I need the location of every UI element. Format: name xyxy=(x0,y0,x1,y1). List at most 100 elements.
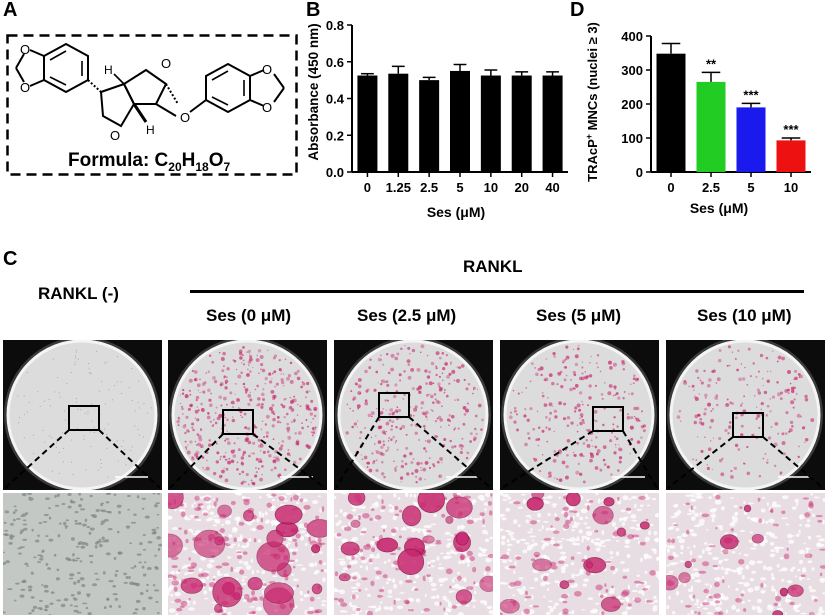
culture-dish xyxy=(168,340,327,490)
stain-spot xyxy=(517,392,520,395)
stain-spot xyxy=(460,364,465,368)
stain-spot xyxy=(292,538,297,542)
stain-spot xyxy=(200,402,203,406)
cell-spot xyxy=(143,436,145,438)
cell xyxy=(181,566,185,570)
cell xyxy=(527,531,533,534)
stain-spot xyxy=(438,356,442,360)
stain-spot xyxy=(375,370,379,374)
cell xyxy=(393,493,397,498)
stain-spot xyxy=(512,601,517,607)
stain-spot xyxy=(233,442,236,445)
cell xyxy=(234,516,241,521)
stain-spot xyxy=(452,605,457,609)
stain-spot xyxy=(766,370,769,373)
cell xyxy=(130,521,137,524)
cell xyxy=(73,605,79,608)
stain-spot xyxy=(223,375,226,378)
cell xyxy=(634,503,637,509)
osteoclast xyxy=(311,583,323,595)
stain-spot xyxy=(398,535,402,539)
cell xyxy=(542,496,548,499)
cell xyxy=(446,555,453,559)
cell-spot xyxy=(99,413,101,415)
stain-spot xyxy=(744,366,746,369)
cell xyxy=(439,563,442,566)
stain-spot xyxy=(703,412,707,416)
cell xyxy=(212,498,218,501)
stain-spot xyxy=(712,564,718,568)
stain-spot xyxy=(456,378,460,383)
cell xyxy=(807,560,813,564)
stain-spot xyxy=(568,510,574,513)
stain-spot xyxy=(619,408,623,412)
stain-spot xyxy=(800,574,806,578)
cell xyxy=(157,547,161,552)
cell xyxy=(518,577,524,580)
cell xyxy=(489,536,493,540)
stain-spot xyxy=(407,375,412,380)
stain-spot xyxy=(387,371,391,375)
stain-spot xyxy=(187,569,195,573)
cell xyxy=(670,516,678,518)
stain-spot xyxy=(621,589,630,596)
stain-spot xyxy=(407,346,411,350)
cell xyxy=(216,573,223,576)
stain-spot xyxy=(424,410,429,415)
stain-spot xyxy=(276,416,280,419)
cell-spot xyxy=(83,438,85,440)
cell xyxy=(287,542,291,545)
cell xyxy=(98,543,103,548)
stain-spot xyxy=(444,496,448,500)
stain-spot xyxy=(572,510,578,514)
cell xyxy=(655,573,659,578)
stain-spot xyxy=(627,603,632,607)
stain-spot xyxy=(194,507,202,512)
stain-spot xyxy=(564,519,571,525)
cell xyxy=(146,567,152,571)
cell xyxy=(188,607,195,611)
stain-spot xyxy=(260,428,263,431)
cell xyxy=(206,563,213,569)
cell xyxy=(302,509,306,514)
cell xyxy=(694,579,697,583)
stain-spot xyxy=(642,587,649,591)
stain-spot xyxy=(302,382,306,386)
stain-spot xyxy=(382,440,385,443)
stain-spot xyxy=(466,550,473,557)
stain-spot xyxy=(439,426,442,429)
stain-spot xyxy=(569,387,573,392)
cell-spot xyxy=(96,350,98,352)
stain-spot xyxy=(776,360,779,363)
stain-spot xyxy=(385,380,389,383)
stain-spot xyxy=(414,545,418,550)
stain-spot xyxy=(562,608,569,614)
stain-spot xyxy=(271,372,274,375)
x-tick-label: 10 xyxy=(484,180,498,195)
stain-spot xyxy=(562,361,564,364)
stain-spot xyxy=(639,541,646,546)
cell xyxy=(690,532,696,535)
cell xyxy=(484,508,487,512)
cell xyxy=(586,499,593,502)
cell xyxy=(668,570,674,573)
cell xyxy=(711,518,715,523)
cell xyxy=(770,588,777,592)
cell xyxy=(483,571,487,576)
stain-spot xyxy=(249,355,253,359)
stain-spot xyxy=(251,590,255,596)
stain-spot xyxy=(403,599,411,605)
stain-spot xyxy=(271,410,275,414)
cell xyxy=(267,495,274,499)
cell xyxy=(595,547,601,552)
stain-spot xyxy=(554,517,560,522)
cell xyxy=(192,533,199,536)
stain-spot xyxy=(615,437,619,441)
stain-spot xyxy=(420,540,424,546)
stain-spot xyxy=(234,393,236,395)
osteoclast xyxy=(559,580,570,589)
osteoclast xyxy=(526,497,544,511)
stain-spot xyxy=(553,450,556,453)
stain-spot xyxy=(611,431,614,434)
cell xyxy=(458,560,461,565)
